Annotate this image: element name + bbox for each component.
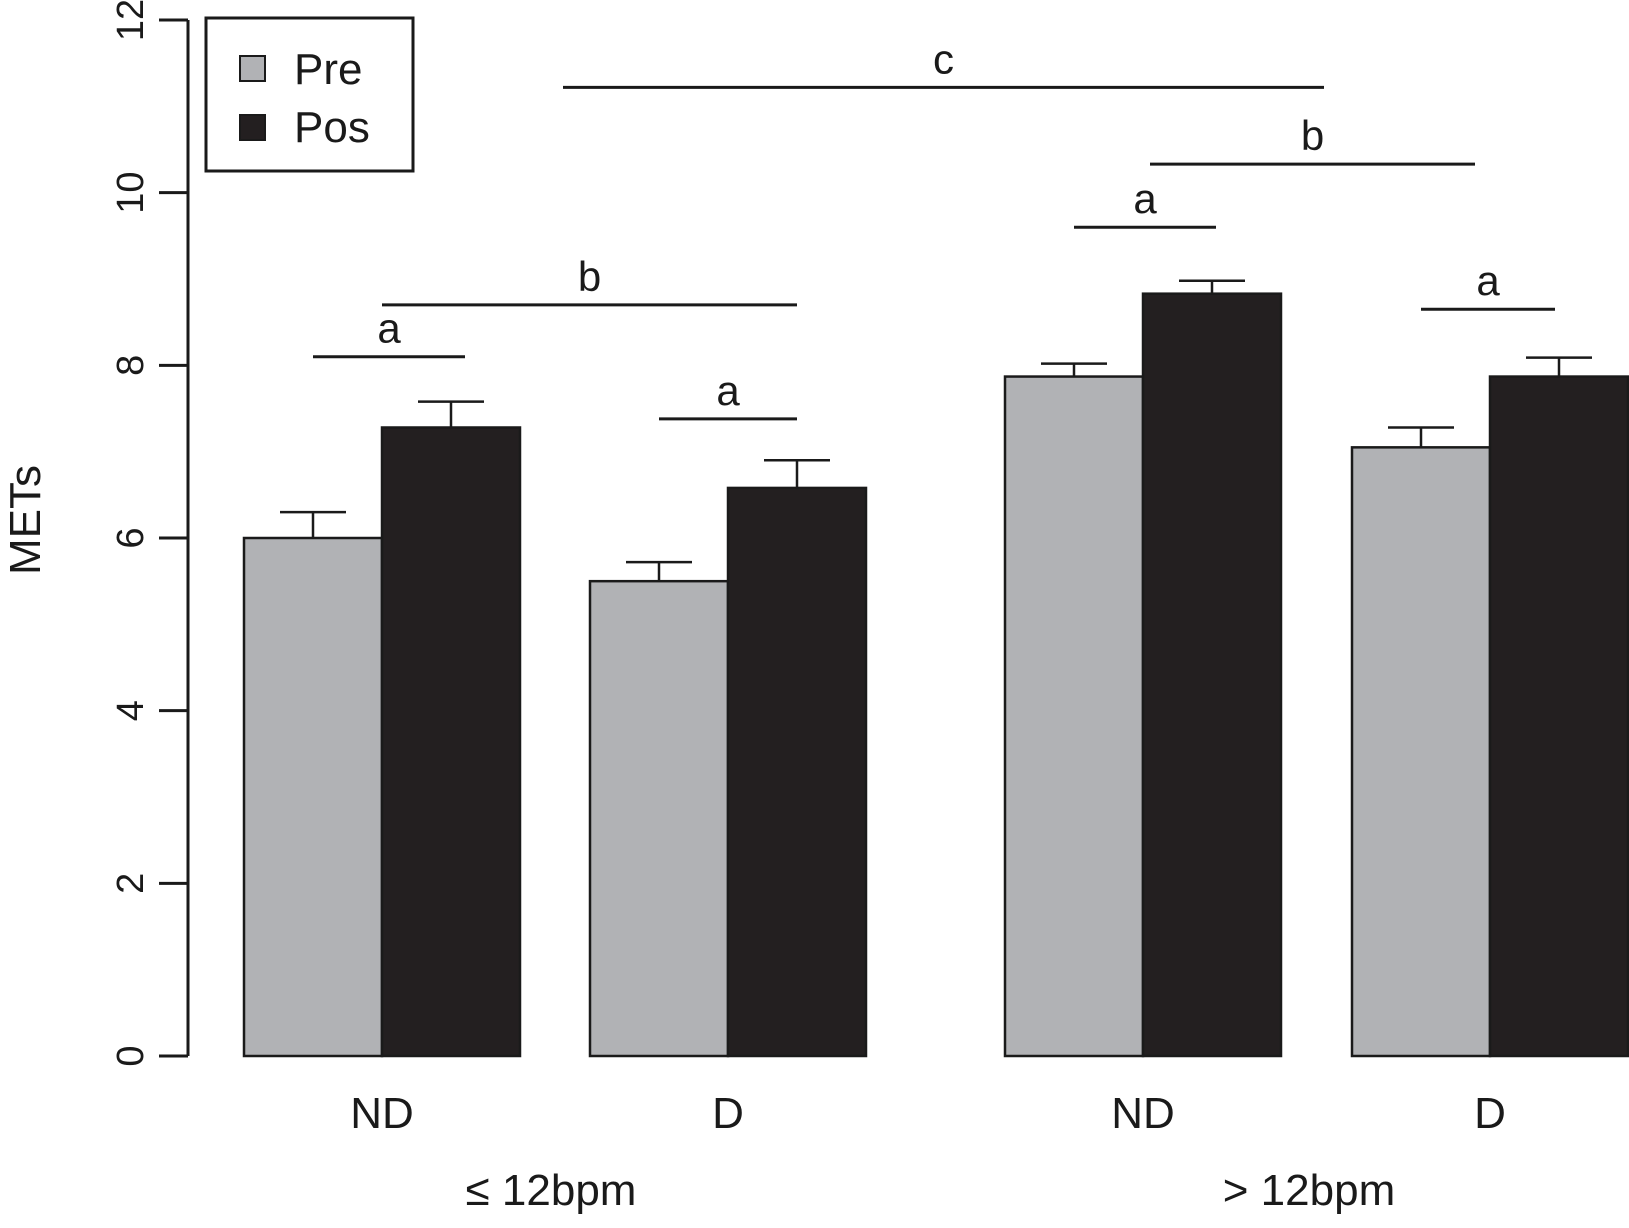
bars [242, 292, 1629, 1058]
bar-pos [1488, 375, 1629, 1058]
legend-swatch-pre [239, 55, 266, 82]
category-label: D [1474, 1089, 1506, 1138]
category-label: ND [350, 1089, 414, 1138]
y-tick-label: 4 [110, 700, 152, 721]
legend-label-pos: Pos [294, 103, 370, 152]
significance-annotations: a b a a a b c [313, 35, 1555, 421]
y-axis: 0 2 4 6 8 10 12 [110, 0, 190, 1067]
y-tick-label: 8 [110, 355, 152, 376]
bar-pre [1003, 375, 1145, 1058]
error-bars [280, 279, 1592, 582]
significance-label: a [1133, 175, 1157, 222]
legend-swatch-pos [239, 114, 266, 141]
bar-pre [242, 536, 384, 1058]
significance-label: a [377, 305, 401, 352]
category-labels: ND D ND D ≤ 12bpm > 12bpm [350, 1089, 1506, 1215]
bar-pos [1141, 292, 1283, 1058]
category-label: ND [1111, 1089, 1175, 1138]
bar-pos [380, 426, 522, 1058]
significance-label: b [1301, 112, 1324, 159]
category-label: D [712, 1089, 744, 1138]
y-tick-label: 2 [110, 873, 152, 894]
y-axis-title: METs [1, 465, 50, 575]
significance-label: a [1476, 257, 1500, 304]
y-tick-label: 10 [110, 172, 152, 214]
y-tick-label: 12 [110, 0, 152, 41]
y-tick-label: 0 [110, 1045, 152, 1066]
significance-label: c [933, 35, 954, 82]
significance-label: a [716, 367, 740, 414]
legend-label-pre: Pre [294, 45, 362, 94]
y-tick-label: 6 [110, 527, 152, 548]
bar-pre [1350, 446, 1492, 1058]
legend-box [204, 16, 415, 173]
group-label: ≤ 12bpm [466, 1166, 637, 1215]
legend: Pre Pos [204, 16, 415, 173]
group-label: > 12bpm [1223, 1166, 1395, 1215]
bar-pos [726, 486, 868, 1058]
bar-pre [588, 579, 730, 1058]
significance-label: b [578, 253, 601, 300]
